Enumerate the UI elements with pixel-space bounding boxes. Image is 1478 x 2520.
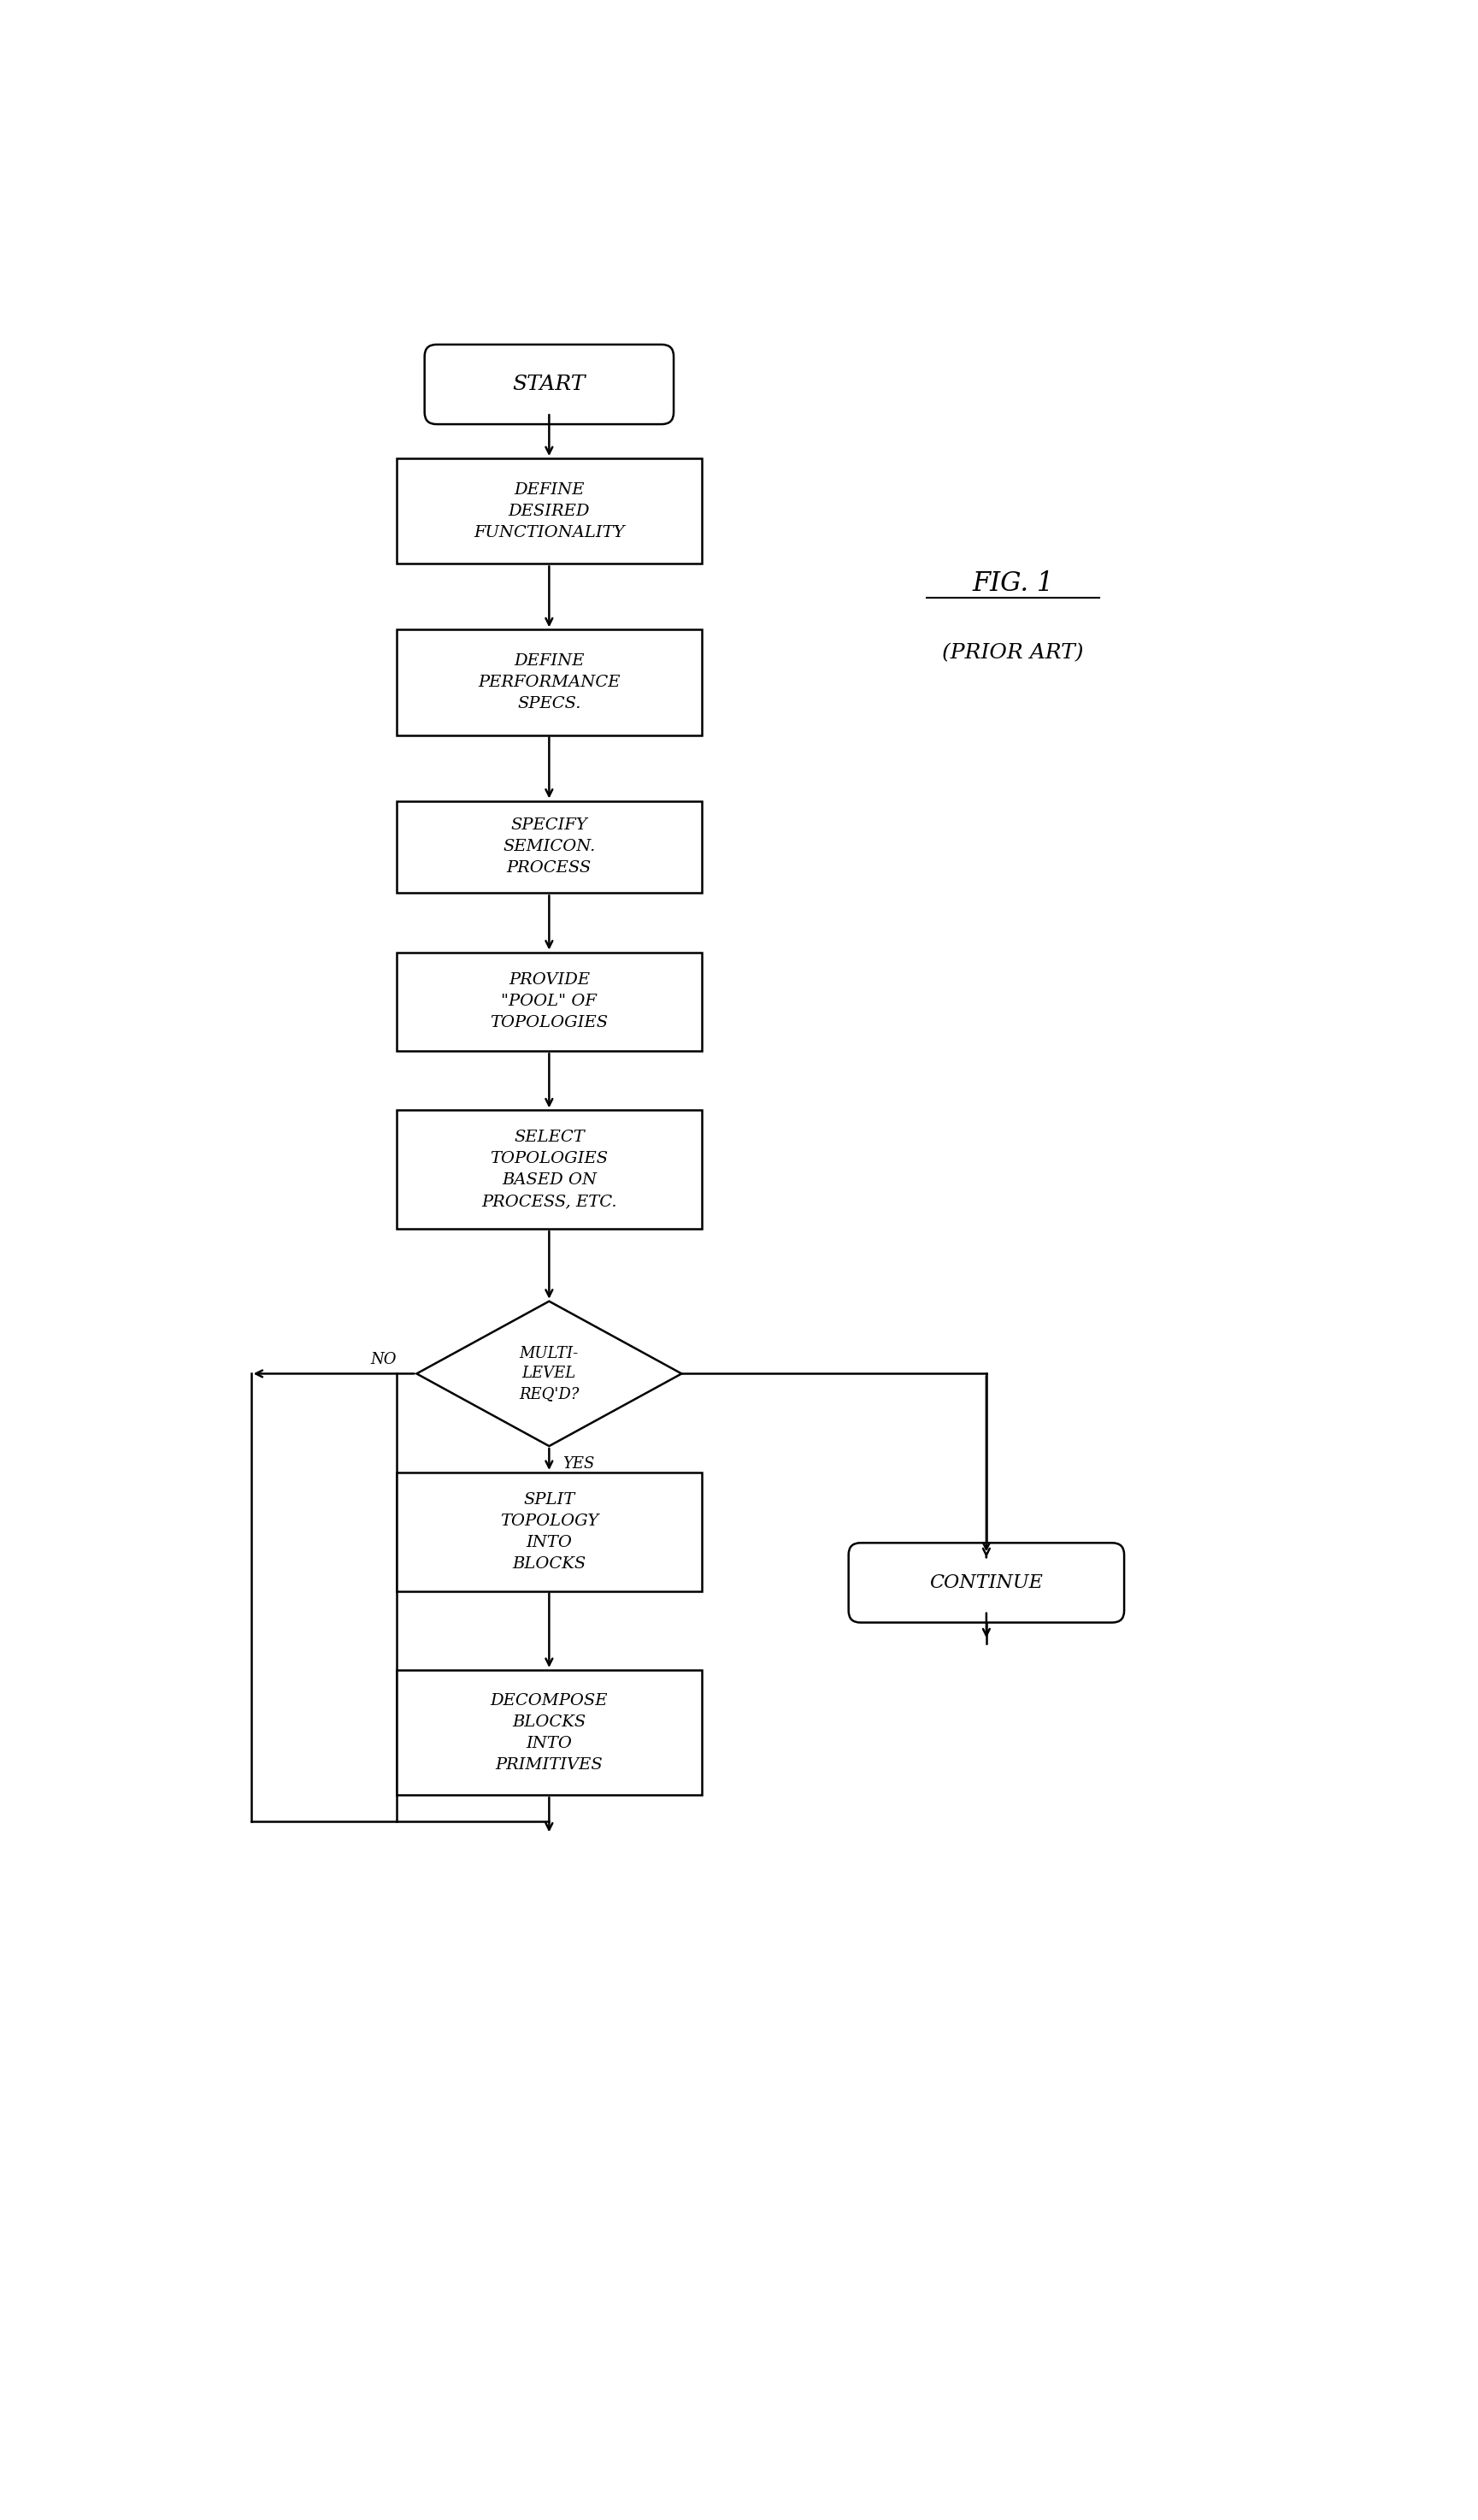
Text: CONTINUE: CONTINUE	[930, 1572, 1043, 1593]
Text: START: START	[513, 375, 585, 393]
Text: NO: NO	[371, 1351, 396, 1366]
Text: FIG. 1: FIG. 1	[973, 570, 1054, 597]
Bar	[396, 1111, 702, 1230]
Bar	[396, 1472, 702, 1590]
Text: DEFINE
DESIRED
FUNCTIONALITY: DEFINE DESIRED FUNCTIONALITY	[473, 481, 625, 539]
FancyBboxPatch shape	[424, 345, 674, 423]
Text: SPECIFY
SEMICON.
PROCESS: SPECIFY SEMICON. PROCESS	[503, 819, 596, 877]
Bar	[396, 953, 702, 1051]
Text: DEFINE
PERFORMANCE
SPECS.: DEFINE PERFORMANCE SPECS.	[477, 653, 621, 711]
Text: PROVIDE
"POOL" OF
TOPOLOGIES: PROVIDE "POOL" OF TOPOLOGIES	[491, 973, 607, 1031]
Bar	[396, 459, 702, 564]
Bar	[396, 1671, 702, 1794]
Text: SPLIT
TOPOLOGY
INTO
BLOCKS: SPLIT TOPOLOGY INTO BLOCKS	[500, 1492, 599, 1572]
FancyBboxPatch shape	[848, 1542, 1125, 1623]
Polygon shape	[417, 1300, 681, 1446]
Text: YES: YES	[562, 1457, 594, 1472]
Text: SELECT
TOPOLOGIES
BASED ON
PROCESS, ETC.: SELECT TOPOLOGIES BASED ON PROCESS, ETC.	[482, 1129, 616, 1210]
Text: (PRIOR ART): (PRIOR ART)	[941, 643, 1083, 663]
Bar	[396, 630, 702, 736]
Text: DECOMPOSE
BLOCKS
INTO
PRIMITIVES: DECOMPOSE BLOCKS INTO PRIMITIVES	[491, 1693, 607, 1772]
Text: MULTI-
LEVEL
REQ'D?: MULTI- LEVEL REQ'D?	[519, 1346, 579, 1401]
Bar	[396, 801, 702, 892]
